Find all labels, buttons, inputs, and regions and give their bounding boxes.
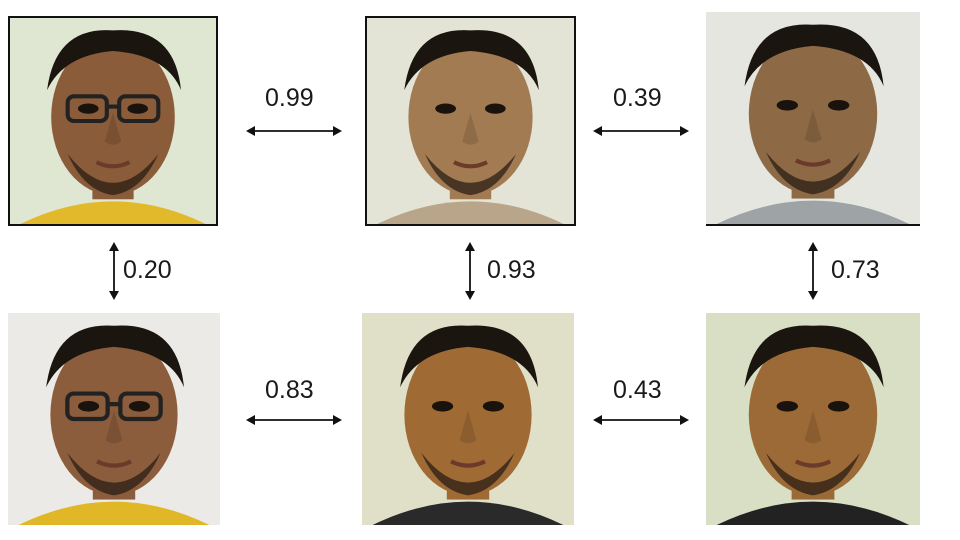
right-eye	[482, 400, 505, 412]
nose	[804, 109, 822, 143]
score-label-r2-left: 0.83	[265, 376, 314, 404]
left-eye	[435, 103, 457, 114]
right-eye	[127, 103, 149, 114]
face-image	[8, 313, 220, 525]
mouth	[95, 160, 131, 169]
face-image	[706, 12, 920, 224]
hair	[46, 325, 184, 388]
face	[51, 38, 175, 196]
face	[50, 334, 178, 496]
hair	[47, 30, 181, 91]
shirt	[372, 501, 564, 525]
arrow-col3	[806, 242, 820, 300]
right-eye	[128, 400, 151, 412]
shirt	[716, 501, 910, 525]
shirt	[20, 201, 206, 224]
score-label-r1-left: 0.99	[265, 84, 314, 112]
beard	[765, 452, 861, 496]
shirt	[716, 200, 910, 224]
mouth	[96, 459, 132, 468]
mouth	[450, 459, 486, 468]
nose	[104, 112, 122, 145]
face-photo-bottom-right	[706, 313, 920, 525]
mouth	[794, 459, 832, 468]
left-eye	[776, 99, 799, 111]
arrow-col2	[463, 242, 477, 300]
arrow-col1	[107, 242, 121, 300]
left-eye	[431, 400, 454, 412]
hair	[744, 325, 884, 388]
face-photo-top-middle	[365, 16, 576, 226]
beard	[67, 452, 161, 496]
face-photo-bottom-left	[8, 313, 220, 525]
face-photo-top-right	[706, 12, 920, 226]
nose	[105, 410, 123, 444]
nose	[459, 410, 477, 444]
right-eye	[827, 99, 850, 111]
score-label-col1: 0.20	[123, 256, 172, 284]
beard	[67, 153, 159, 196]
nose	[462, 112, 479, 145]
face-photo-bottom-middle	[362, 313, 574, 525]
shirt	[377, 201, 564, 224]
arrow-r2-left	[246, 413, 342, 427]
beard	[424, 153, 517, 196]
beard	[765, 151, 861, 195]
face	[404, 334, 532, 496]
face-image	[10, 18, 216, 224]
score-label-col3: 0.73	[831, 256, 880, 284]
face	[408, 38, 533, 196]
face-image	[362, 313, 574, 525]
score-label-col2: 0.93	[487, 256, 536, 284]
arrow-r2-right	[593, 413, 689, 427]
left-eye	[77, 103, 99, 114]
face	[748, 33, 878, 195]
right-eye	[827, 400, 850, 412]
score-label-r2-right: 0.43	[613, 376, 662, 404]
right-eye	[484, 103, 506, 114]
face-image	[706, 313, 920, 525]
face-image	[367, 18, 574, 224]
mouth	[794, 158, 832, 167]
score-label-r1-right: 0.39	[613, 84, 662, 112]
shirt	[18, 501, 210, 525]
arrow-r1-left	[246, 124, 342, 138]
arrow-r1-right	[593, 124, 689, 138]
hair	[744, 24, 884, 87]
beard	[421, 452, 515, 496]
hair	[404, 30, 539, 91]
left-eye	[77, 400, 100, 412]
face-photo-top-left	[8, 16, 218, 226]
hair	[400, 325, 538, 388]
nose	[804, 410, 822, 444]
left-eye	[776, 400, 799, 412]
face	[748, 334, 878, 496]
mouth	[453, 160, 488, 169]
